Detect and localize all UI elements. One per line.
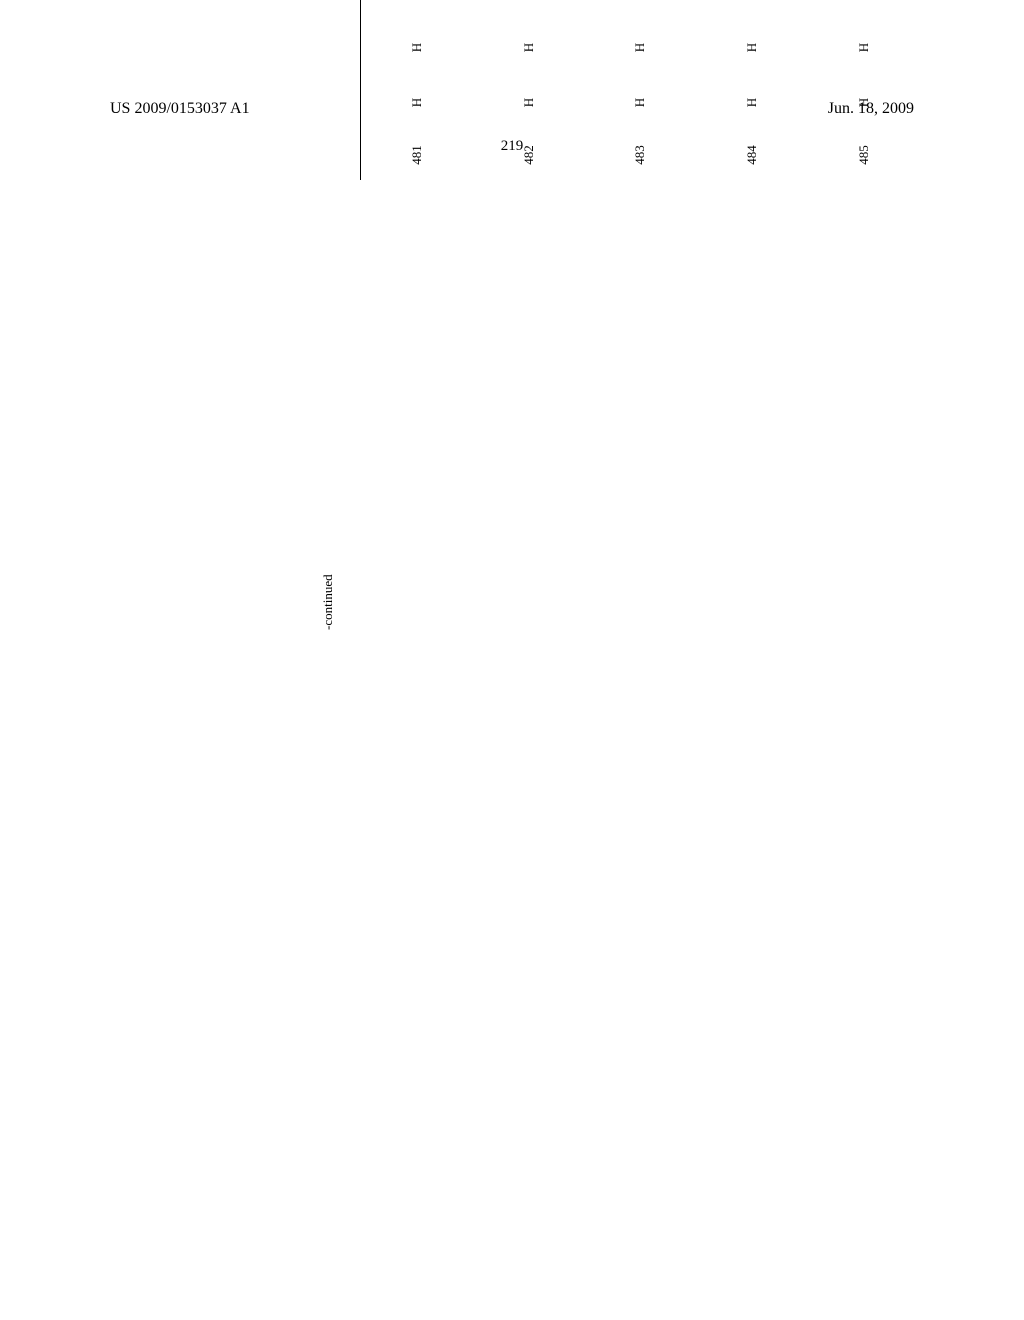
col-h: H	[744, 20, 760, 75]
compound-id: 483	[632, 130, 648, 180]
col-h: H	[521, 0, 537, 20]
compound-id: 481	[409, 130, 425, 180]
col-h: H	[409, 75, 425, 130]
table-row: 485 H H H H H —CH3 NC CH3 CH3 O O 2	[808, 0, 920, 180]
publication-number: US 2009/0153037 A1	[110, 100, 250, 118]
continued-label: -continued	[320, 574, 336, 630]
table-row: 483 H H H H H —CH3 (H₃C)₃C CH3 CH3 O O 2	[585, 0, 697, 180]
table-row: 482 H H H H H —CH3 F CH3 CH3 O O 2	[473, 0, 585, 180]
col-h: H	[856, 75, 872, 130]
compound-id: 482	[521, 130, 537, 180]
col-h: H	[856, 20, 872, 75]
compound-id: 485	[856, 130, 872, 180]
col-h: H	[744, 75, 760, 130]
data-table: 481 H H H H H —CH3 F CH3 CH3 O O 2 482 H…	[360, 0, 1024, 180]
compound-id: 484	[744, 130, 760, 180]
table-row: 484 H H H H H —CH3 NC CH3 CH3 O O 2	[696, 0, 808, 180]
col-h: H	[632, 0, 648, 20]
col-h: H	[632, 20, 648, 75]
table-row: 481 H H H H H —CH3 F CH3 CH3 O O 2	[361, 0, 473, 180]
col-h: H	[521, 75, 537, 130]
col-h: H	[632, 75, 648, 130]
col-h: H	[409, 20, 425, 75]
col-h: H	[856, 0, 872, 20]
col-h: H	[521, 20, 537, 75]
col-h: H	[409, 0, 425, 20]
col-h: H	[744, 0, 760, 20]
